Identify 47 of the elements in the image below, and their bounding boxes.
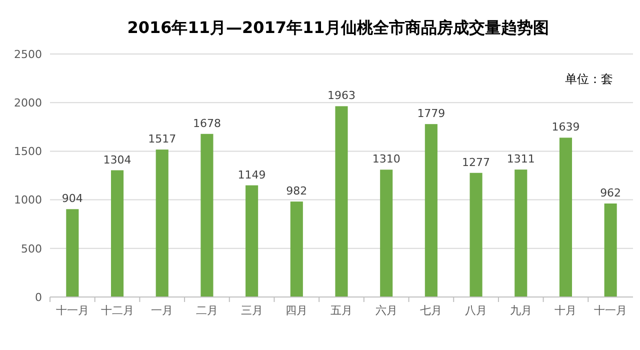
bar [110,170,124,297]
bar [200,134,214,297]
data-label: 1963 [328,89,356,102]
y-tick-label: 1500 [14,145,42,158]
data-label: 1311 [506,152,535,166]
data-label: 1310 [372,152,400,166]
bar [470,172,482,297]
bar [66,209,79,297]
chart-title: 2016年11月—2017年11月仙桃全市商品房成交量趋势图 [127,18,549,37]
data-label: 1779 [417,107,446,120]
bar [335,106,348,297]
data-label: 1639 [552,120,580,134]
bar [246,185,258,297]
x-tick-label: 十月 [554,304,577,317]
x-tick-label: 七月 [420,304,442,317]
data-label: 962 [600,186,622,200]
y-tick-label: 2500 [14,48,42,61]
bar [424,124,438,297]
bar [514,170,528,297]
y-tick-label: 1000 [14,194,42,207]
x-tick-label: 五月 [330,304,352,317]
bar [380,170,393,297]
data-label: 1517 [148,132,176,146]
x-tick-label: 九月 [510,304,532,317]
data-label: 982 [286,184,308,198]
y-tick-label: 500 [21,242,42,256]
x-tick-label: 八月 [465,304,488,317]
y-tick-label: 0 [35,290,42,304]
x-tick-label: 十一月 [594,304,628,317]
x-tick-label: 四月 [286,304,308,317]
bar [290,202,303,297]
x-tick-label: 十一月 [56,304,89,317]
x-tick-label: 三月 [240,304,263,317]
data-label: 1277 [462,156,490,169]
data-label: 1149 [238,168,266,182]
data-label: 904 [62,192,83,206]
y-tick-label: 2000 [14,96,42,110]
data-label: 1678 [192,116,221,130]
x-tick-label: 一月 [151,304,174,317]
bar [156,150,168,297]
x-tick-label: 十二月 [100,304,134,317]
bar [604,203,617,297]
x-tick-label: 六月 [375,304,398,317]
annotation: 单位：套 [565,72,613,86]
data-label: 1304 [103,153,132,166]
bar [559,138,572,297]
x-tick-label: 二月 [196,304,218,317]
